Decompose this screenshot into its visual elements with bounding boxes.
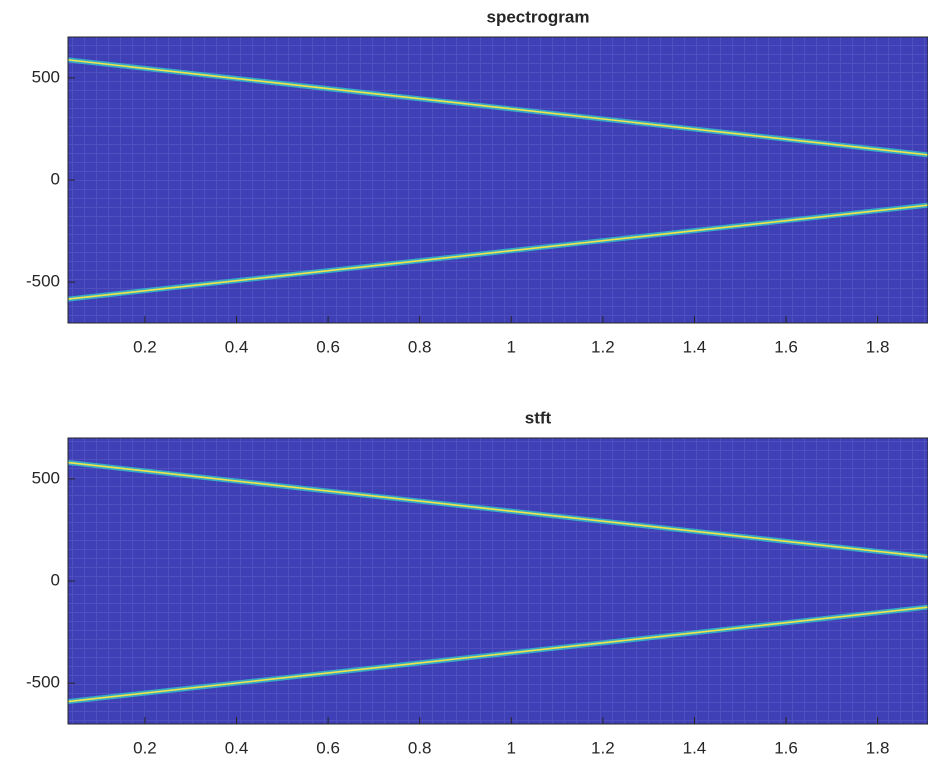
y-tick-label: 0 [51,570,60,589]
plot-texture [68,37,928,323]
y-tick-label: -500 [26,673,60,692]
x-tick-label: 1.4 [683,337,707,356]
x-tick-label: 1.4 [683,738,707,757]
x-tick-label: 1.6 [774,337,798,356]
x-tick-label: 0.8 [408,738,432,757]
y-tick-label: 0 [51,169,60,188]
y-tick-label: 500 [32,67,60,86]
ridges [68,57,928,302]
axes-frame [67,437,928,725]
x-tick-label: 0.6 [316,738,340,757]
chart-title: stft [525,408,552,427]
x-tick-label: 1.8 [866,337,890,356]
x-tick-label: 1.2 [591,738,615,757]
ridge-line [68,461,928,558]
chart-title: spectrogram [487,7,590,26]
x-tick-label: 0.6 [316,337,340,356]
x-tick-label: 0.4 [225,738,249,757]
y-tick-label: 500 [32,468,60,487]
plot-texture [68,438,928,724]
x-tick-label: 1.2 [591,337,615,356]
x-tick-label: 1.8 [866,738,890,757]
x-tick-label: 1 [507,738,516,757]
x-tick-label: 0.4 [225,337,249,356]
x-tick-label: 0.8 [408,337,432,356]
y-tick-label: -500 [26,272,60,291]
axes-frame [67,36,928,324]
x-tick-label: 1 [507,337,516,356]
ridge-line [68,204,928,300]
x-tick-label: 0.2 [133,337,157,356]
x-tick-label: 0.2 [133,738,157,757]
ridge-line [68,59,928,156]
ridges [68,460,928,705]
ridge-line [68,606,928,703]
x-tick-label: 1.6 [774,738,798,757]
